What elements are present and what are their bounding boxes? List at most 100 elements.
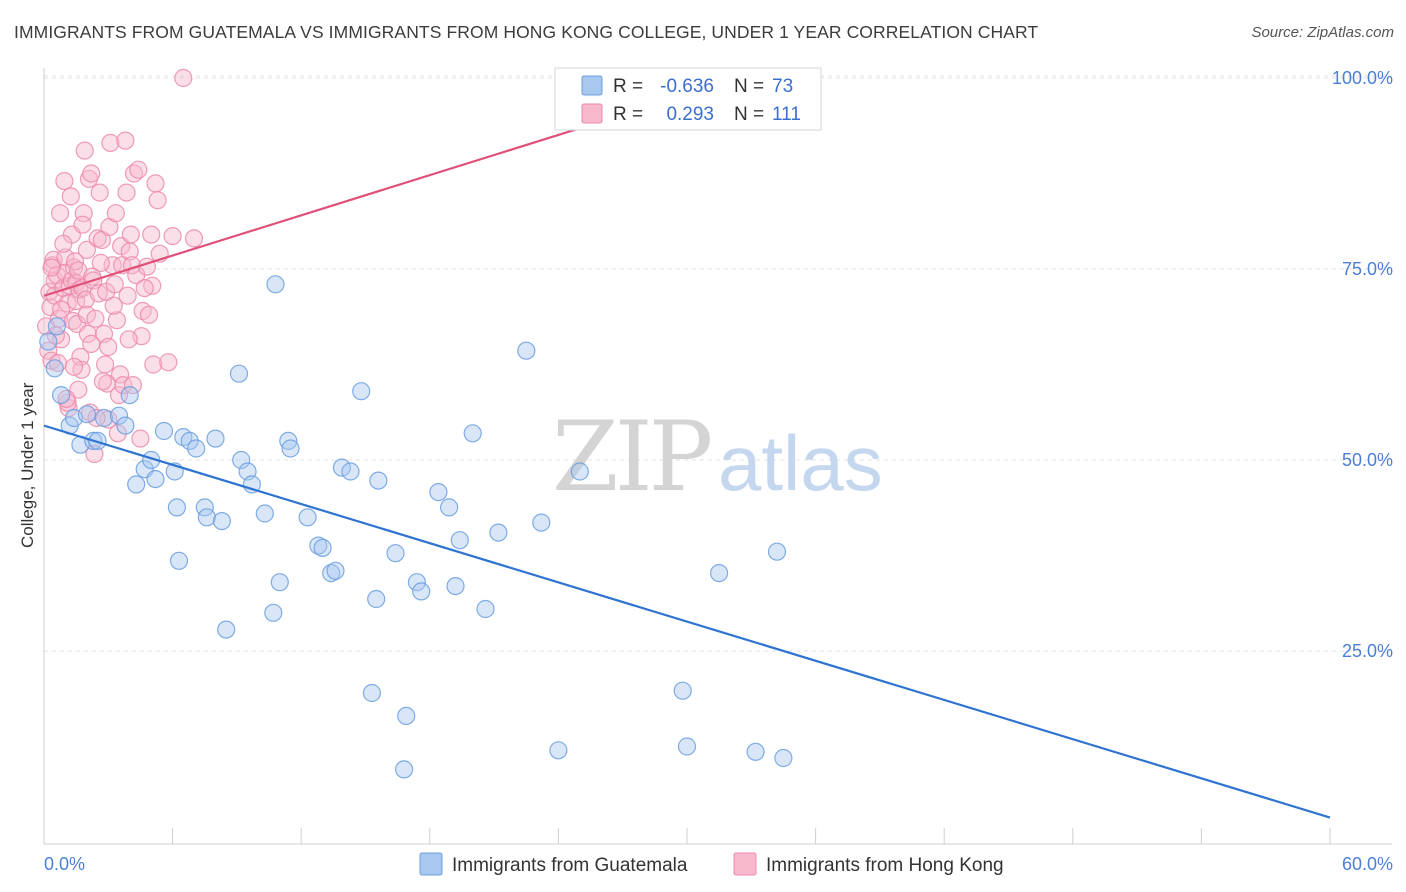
hongkong-point [143,276,162,295]
hongkong-point [129,160,148,179]
hongkong-point [119,330,138,349]
hongkong-point [105,275,124,294]
guatemala-point [341,462,360,481]
hongkong-point [146,174,165,193]
correlation-legend: R = -0.636 N = 73 R = 0.293 N = 111 [554,67,822,131]
guatemala-point [412,582,431,601]
hongkong-point [99,337,118,356]
series-legend-swatch-hongkong [733,852,757,876]
guatemala-point [281,439,300,458]
guatemala-trend-line [43,424,1331,819]
guatemala-point [362,683,381,703]
guatemala-point [774,748,793,768]
hongkong-point [82,334,101,353]
guatemala-point [517,341,536,360]
hongkong-point [51,300,71,319]
hongkong-point [42,258,61,277]
guatemala-point [352,382,371,401]
hongkong-point [107,311,127,330]
axis-layer: 25.0% 50.0% 75.0% 100.0% 0.0% 60.0% [43,68,1393,874]
hongkong-point [159,353,178,372]
guatemala-point [313,538,332,558]
hongkong-point [91,253,110,272]
hongkong-point [121,225,140,244]
guatemala-point [187,439,206,458]
guatemala-point [270,573,289,592]
hongkong-point [117,183,136,202]
hongkong-point [93,372,113,391]
guatemala-point [369,471,388,490]
legend-r-value-hongkong: 0.293 [666,104,714,125]
guatemala-point [77,405,97,424]
guatemala-point [217,620,236,639]
hongkong-point [82,164,101,183]
guatemala-point [326,561,345,580]
source-credit: Source: ZipAtlas.com [1251,24,1394,41]
guatemala-point [440,498,459,517]
hongkong-point [148,191,167,210]
y-tick-label: 100.0% [1332,68,1393,88]
guatemala-point [367,589,386,609]
chart-title: IMMIGRANTS FROM GUATEMALA VS IMMIGRANTS … [14,22,1039,42]
guatemala-point [169,551,189,570]
hongkong-point [90,183,109,202]
hongkong-point [95,355,115,374]
guatemala-point [332,458,351,477]
hongkong-point [64,357,84,376]
guatemala-point [677,737,697,756]
hongkong-point [131,429,150,448]
series-legend: Immigrants from Guatemala Immigrants fro… [419,852,1004,876]
guatemala-point [39,332,58,351]
hongkong-point [174,68,193,88]
guatemala-point [746,742,765,761]
hongkong-point [71,347,90,366]
guatemala-point [386,544,405,563]
guatemala-point [197,508,216,527]
guatemala-point [51,386,71,405]
hongkong-point [86,309,105,328]
watermark-atlas: atlas [718,419,883,507]
guatemala-point [463,424,482,443]
legend-n-value-guatemala: 73 [772,76,793,97]
hongkong-point [61,187,80,206]
guatemala-point [709,563,729,583]
guatemala-point [94,408,114,428]
hongkong-point [46,326,65,345]
guatemala-point [116,416,135,435]
hongkong-point [75,141,94,160]
guatemala-point [255,504,274,523]
guatemala-point [767,542,787,561]
hongkong-point [123,376,142,395]
y-tick-label: 75.0% [1342,259,1393,279]
guatemala-point [266,275,285,294]
hongkong-point [39,341,58,360]
y-tick-label: 50.0% [1342,450,1393,470]
hongkong-point [144,355,163,374]
guatemala-point [279,431,298,450]
hongkong-point [109,386,129,405]
hongkong-point [77,305,97,324]
legend-r-label-hongkong: R = [613,104,643,125]
guatemala-point [549,741,568,760]
watermark: ZIP atlas [552,401,883,513]
guatemala-point [180,431,199,450]
legend-n-label-guatemala: N = [734,76,764,97]
y-axis-label: College, Under 1 year [18,382,37,548]
guatemala-point [570,462,589,481]
series-legend-label-guatemala: Immigrants from Guatemala [452,855,688,876]
guatemala-point [673,681,692,700]
legend-n-value-hongkong: 111 [772,104,801,125]
guatemala-point [229,364,249,383]
hongkong-point [139,305,159,324]
guatemala-point [167,498,186,517]
series-legend-swatch-guatemala [419,852,443,876]
guatemala-point [127,475,146,494]
hongkong-point [104,296,123,315]
legend-n-label-hongkong: N = [734,104,764,125]
x-tick-label: 0.0% [44,854,85,874]
hongkong-point [73,215,92,234]
hongkong-point [135,279,154,298]
guatemala-point [45,359,64,378]
guatemala-point [395,760,414,779]
